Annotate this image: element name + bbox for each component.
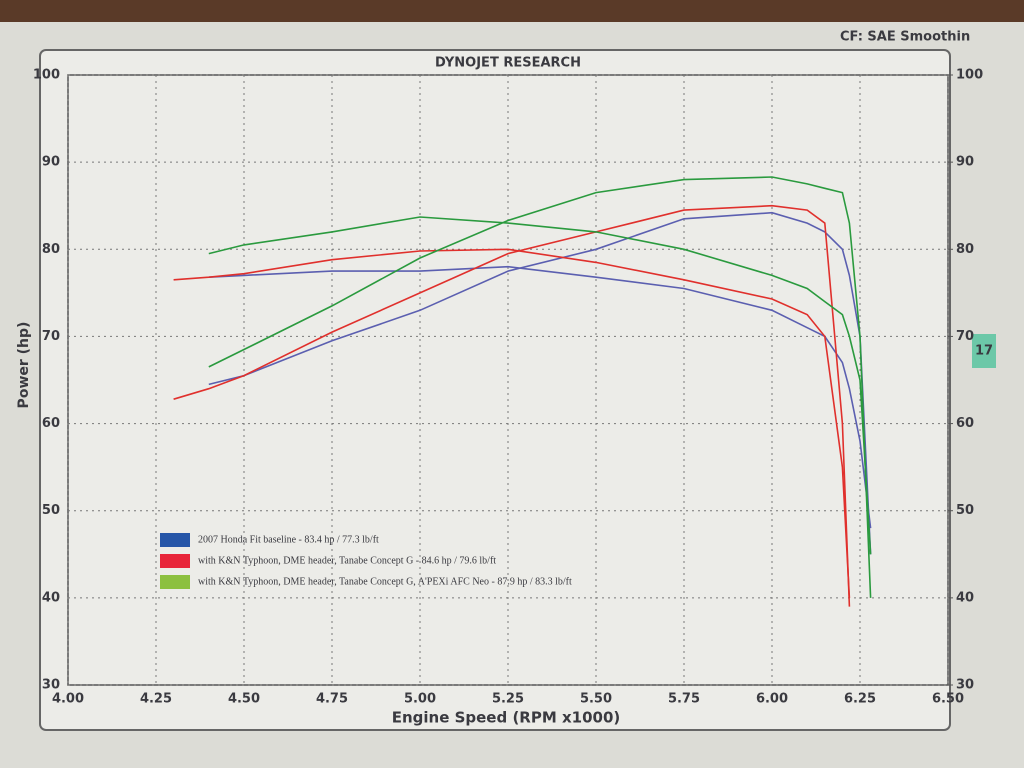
y2-tick-label: 100 <box>956 68 983 83</box>
torque-line <box>208 265 872 529</box>
legend-label: with K&N Typhoon, DME header, Tanabe Con… <box>198 576 572 587</box>
x-tick-label: 4.25 <box>140 692 172 707</box>
y-tick-label: 90 <box>42 155 60 170</box>
y-tick-label: 80 <box>42 242 60 257</box>
torque-line <box>208 216 872 555</box>
y-tick-label: 40 <box>42 590 60 605</box>
y-tick-label: 100 <box>33 68 60 83</box>
y-tick-label: 30 <box>42 678 60 693</box>
y2-tick-label: 80 <box>956 242 974 257</box>
x-tick-label: 5.25 <box>492 692 524 707</box>
x-tick-label: 6.50 <box>932 692 964 707</box>
header-note: CF: SAE Smoothin <box>840 30 970 45</box>
legend-label: 2007 Honda Fit baseline - 83.4 hp / 77.3… <box>198 534 379 545</box>
y2-tick-label: 90 <box>956 155 974 170</box>
x-tick-label: 5.75 <box>668 692 700 707</box>
y-tick-label: 70 <box>42 329 60 344</box>
y2-tick-label: 50 <box>956 503 974 518</box>
x-tick-label: 5.50 <box>580 692 612 707</box>
y2-tick-label: 60 <box>956 416 974 431</box>
x-tick-label: 4.50 <box>228 692 260 707</box>
legend-swatch <box>160 533 190 547</box>
power-line <box>208 211 872 555</box>
y-tick-label: 60 <box>42 416 60 431</box>
y-tick-label: 50 <box>42 503 60 518</box>
x-tick-label: 4.75 <box>316 692 348 707</box>
page-tab <box>972 334 996 368</box>
x-tick-label: 4.00 <box>52 692 84 707</box>
x-tick-label: 5.00 <box>404 692 436 707</box>
power-line <box>208 176 872 598</box>
chart-title: DYNOJET RESEARCH <box>435 56 581 71</box>
legend-swatch <box>160 575 190 589</box>
x-tick-label: 6.00 <box>756 692 788 707</box>
legend-swatch <box>160 554 190 568</box>
tab-label: 17 <box>975 344 993 359</box>
torque-line <box>173 248 851 598</box>
y2-tick-label: 30 <box>956 678 974 693</box>
chart-frame <box>39 49 951 731</box>
legend-label: with K&N Typhoon, DME header, Tanabe Con… <box>198 555 496 566</box>
y2-tick-label: 70 <box>956 329 974 344</box>
y-axis-title: Power (hp) <box>16 322 32 409</box>
y2-tick-label: 40 <box>956 590 974 605</box>
x-tick-label: 6.25 <box>844 692 876 707</box>
x-axis-title: Engine Speed (RPM x1000) <box>392 709 621 727</box>
